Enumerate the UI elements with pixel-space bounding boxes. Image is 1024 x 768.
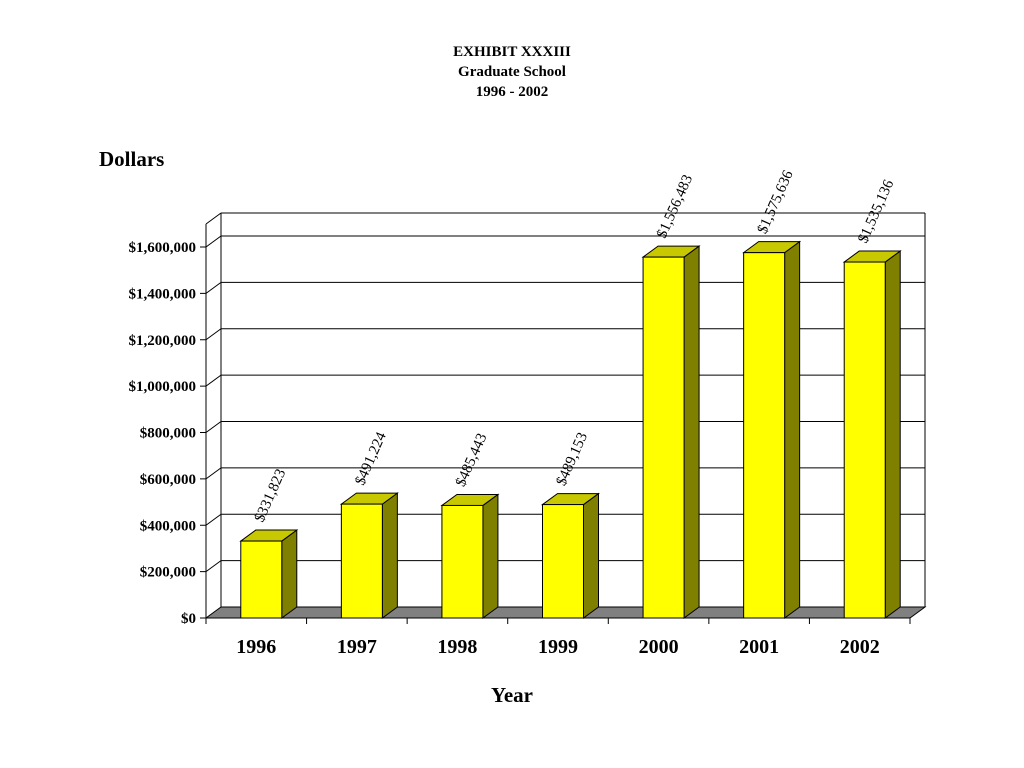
data-label-2000: $1,556,483 (654, 173, 696, 241)
data-label-1999: $489,153 (554, 430, 591, 488)
bar-side-1996 (281, 529, 298, 619)
bar-1997 (340, 503, 383, 619)
y-tick-label: $1,200,000 (129, 333, 197, 349)
data-label-1998: $485,443 (453, 431, 490, 489)
bar-side-1998 (482, 493, 499, 619)
data-label-1996: $331,823 (252, 467, 289, 525)
x-tick-label: 2000 (639, 636, 679, 658)
title-block: EXHIBIT XXXIII Graduate School 1996 - 20… (0, 42, 1024, 102)
bar-2001 (743, 252, 786, 619)
bar-side-2001 (784, 240, 801, 619)
y-tick-label: $400,000 (140, 518, 196, 534)
chart-subtitle: Graduate School (458, 64, 566, 80)
chart-title: EXHIBIT XXXIII (453, 44, 571, 60)
y-axis-label: Dollars (99, 147, 165, 171)
bar-side-2000 (683, 245, 700, 619)
bar-side-1997 (381, 492, 398, 619)
bar-side-2002 (884, 250, 901, 619)
gridline-side (205, 374, 222, 387)
bar-1999 (542, 504, 584, 619)
bar-1998 (441, 504, 484, 619)
x-tick-label: 1999 (538, 636, 578, 658)
bar-1996 (240, 540, 283, 619)
data-label-2002: $1,535,136 (855, 177, 897, 246)
gridline-side (205, 235, 222, 248)
data-label-2001: $1,575,636 (755, 168, 797, 237)
gridline-side (205, 467, 222, 480)
x-tick-label: 1998 (437, 636, 477, 658)
x-tick-label: 2001 (739, 636, 779, 658)
gridline-side (205, 513, 222, 526)
chart-subtitle-years: 1996 - 2002 (475, 84, 549, 100)
gridline-side (205, 421, 222, 433)
bar-2002 (843, 261, 886, 619)
bar-side-1999 (583, 492, 599, 619)
y-tick-label: $200,000 (140, 565, 196, 581)
gridline-side (205, 281, 222, 294)
y-tick-label: $1,000,000 (129, 379, 197, 395)
y-tick-label: $0 (181, 611, 196, 627)
y-tick-label: $800,000 (140, 426, 196, 442)
gridline-side (205, 328, 222, 341)
side-wall-top (205, 212, 222, 225)
x-tick-label: 1997 (337, 636, 377, 658)
x-tick-label: 1996 (236, 636, 276, 658)
x-tick-label: 2002 (840, 636, 880, 658)
bar-2000 (642, 256, 685, 619)
y-tick-label: $1,400,000 (129, 286, 197, 302)
y-tick-label: $1,600,000 (129, 240, 197, 256)
data-label-1997: $491,224 (352, 429, 390, 487)
y-tick-label: $600,000 (140, 472, 196, 488)
x-axis-label: Year (491, 683, 533, 707)
gridline-side (205, 560, 222, 573)
